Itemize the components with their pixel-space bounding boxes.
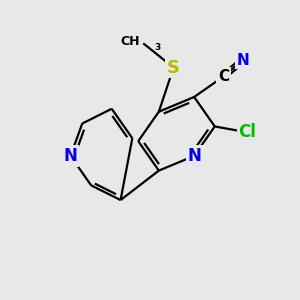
Text: C: C bbox=[218, 69, 229, 84]
Text: S: S bbox=[167, 58, 180, 76]
Text: N: N bbox=[64, 147, 77, 165]
Text: N: N bbox=[236, 53, 249, 68]
Text: 3: 3 bbox=[154, 43, 161, 52]
Text: CH: CH bbox=[120, 34, 140, 48]
Text: Cl: Cl bbox=[238, 123, 256, 141]
Text: N: N bbox=[187, 147, 201, 165]
